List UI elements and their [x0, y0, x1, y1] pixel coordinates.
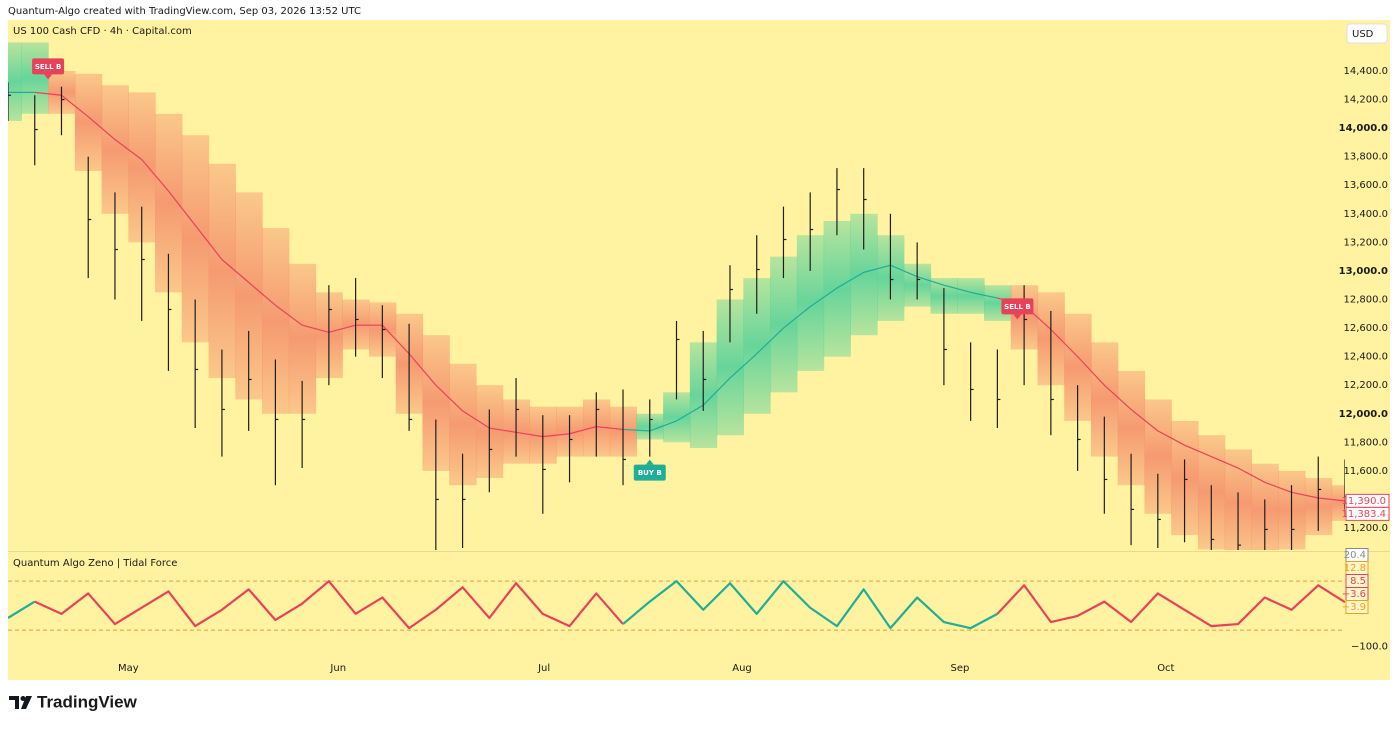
signal-pointer [44, 74, 53, 80]
last-value-label: 12.8 [1344, 563, 1366, 574]
band-segment [770, 256, 798, 393]
y-tick-label: 14,200.0 [1343, 95, 1388, 106]
x-tick-label: May [118, 663, 139, 674]
y-tick-label: 12,600.0 [1343, 323, 1388, 334]
last-value-label: −3.9 [1342, 602, 1366, 613]
footer-brand: TradingView [37, 692, 138, 711]
band-segment [74, 73, 103, 171]
last-value-label: 11,390.0 [1341, 496, 1386, 507]
logo-mark [21, 696, 32, 709]
y-tick-label: −100.0 [1351, 642, 1388, 653]
oscillator-line [622, 580, 998, 630]
y-tick-label: 14,000.0 [1339, 123, 1388, 134]
band-segment [1331, 485, 1345, 521]
y-tick-label: 12,200.0 [1343, 380, 1388, 391]
signal-label: BUY B [638, 469, 662, 477]
last-value-label: 20.4 [1344, 550, 1366, 561]
band-segment [823, 220, 851, 357]
oscillator-line [996, 584, 1345, 628]
y-tick-label: 12,800.0 [1343, 294, 1388, 305]
logo [9, 696, 32, 709]
signal-pointer [645, 459, 654, 465]
band-segment [8, 42, 22, 121]
y-tick-label: 11,800.0 [1343, 437, 1388, 448]
band-midline [622, 264, 998, 432]
signal-label: SELL B [35, 63, 62, 71]
signal-badge [32, 58, 65, 75]
y-tick-label: 14,400.0 [1343, 66, 1388, 77]
currency-box[interactable] [1346, 23, 1388, 44]
last-value-box [1345, 600, 1369, 614]
y-tick-label: 13,200.0 [1343, 237, 1388, 248]
last-value-label: 8.5 [1350, 576, 1366, 587]
logo-mark [9, 696, 19, 709]
band-segment [101, 85, 129, 214]
y-tick-label: 13,400.0 [1343, 209, 1388, 220]
y-tick-label: 13,000.0 [1339, 266, 1388, 277]
signal-badge [1001, 298, 1034, 315]
y-tick-label: 11,600.0 [1343, 466, 1388, 477]
y-tick-label: 12,400.0 [1343, 352, 1388, 363]
x-tick-label: Oct [1157, 663, 1174, 674]
x-tick-label: Jun [329, 663, 346, 674]
symbol-title: US 100 Cash CFD · 4h · Capital.com [13, 26, 192, 37]
y-tick-label: 12,000.0 [1339, 409, 1388, 420]
indicator-title: Quantum Algo Zeno | Tidal Force [13, 558, 177, 569]
signal-pointer [1013, 314, 1022, 320]
signal-label: SELL B [1004, 303, 1031, 311]
x-tick-label: Aug [732, 663, 752, 674]
price-pane: SELL B BUY B SELL B [8, 42, 1345, 550]
currency[interactable]: USD [1352, 29, 1374, 40]
x-tick-label: Jul [537, 663, 550, 674]
y-tick-label: 11,200.0 [1343, 523, 1388, 534]
band-segment [957, 278, 985, 314]
band-segment [663, 392, 691, 443]
oscillator-line [8, 600, 36, 619]
y-tick-label: 13,600.0 [1343, 180, 1388, 191]
x-tick-label: Sep [951, 663, 970, 674]
y-tick-label: 13,800.0 [1343, 152, 1388, 163]
signal-badge [633, 464, 666, 481]
header: Quantum-Algo created with TradingView.co… [8, 6, 361, 17]
last-value-box [1345, 506, 1390, 521]
logo-mark [20, 696, 26, 701]
oscillator-line [34, 580, 624, 630]
last-value-label: −3.6 [1342, 589, 1366, 600]
last-value-label: 11,383.4 [1341, 509, 1386, 520]
oscillator-pane [8, 580, 1345, 631]
band-segment [208, 163, 236, 379]
band-midline [997, 297, 1345, 502]
